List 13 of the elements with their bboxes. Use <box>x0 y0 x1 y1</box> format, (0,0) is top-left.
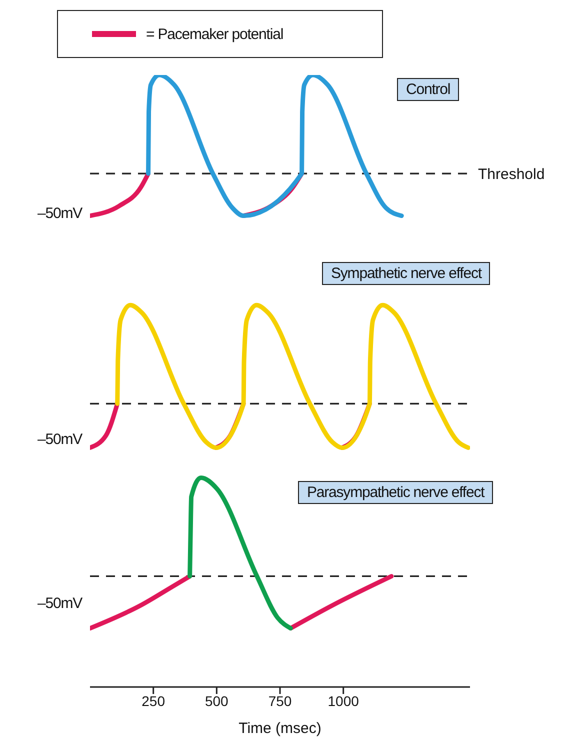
legend-label: = Pacemaker potential <box>146 26 284 42</box>
text: –50mV <box>37 431 82 448</box>
annotation: Control <box>397 78 460 101</box>
annotation: Sympathetic nerve effect <box>322 262 490 285</box>
text: –50mV <box>37 205 82 222</box>
ref-line-label: Threshold <box>478 166 545 183</box>
annotation: Parasympathetic nerve effect <box>298 481 494 504</box>
x-tick-label: 500 <box>204 692 229 709</box>
x-tick-label: 1000 <box>328 692 360 709</box>
x-tick-label: 250 <box>142 692 166 709</box>
x-axis-title: Time (msec) <box>238 720 322 737</box>
x-tick-label: 750 <box>268 692 292 709</box>
text: –50mV <box>37 595 82 612</box>
